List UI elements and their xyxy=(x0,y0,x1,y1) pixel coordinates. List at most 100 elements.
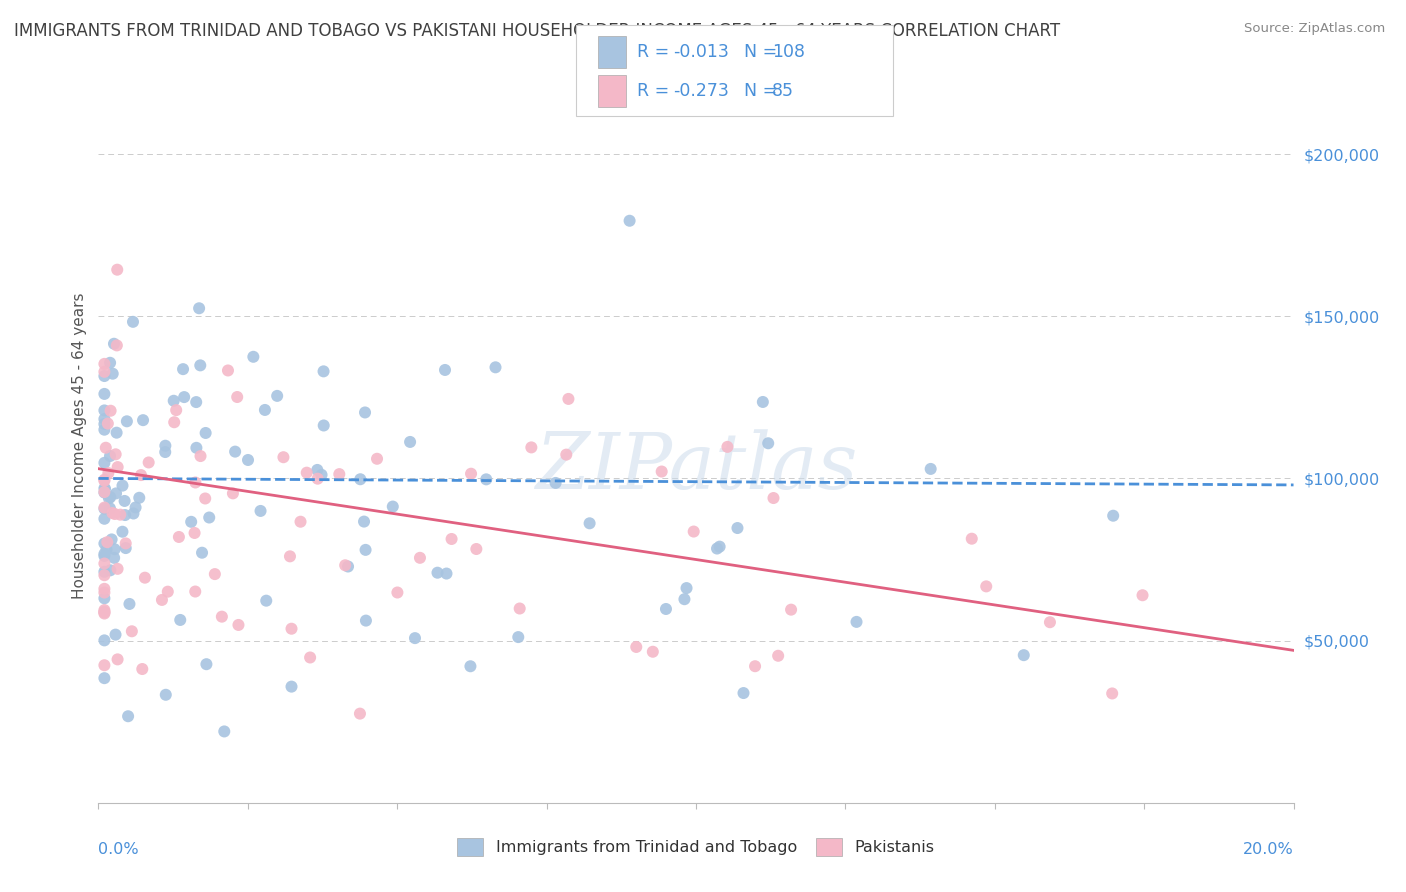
Point xyxy=(727,521,749,535)
Point xyxy=(110,508,132,522)
Point xyxy=(675,581,697,595)
Point xyxy=(93,568,115,582)
Point xyxy=(709,540,731,554)
Point xyxy=(93,603,115,617)
Point xyxy=(172,362,194,376)
Point xyxy=(349,472,371,486)
Point xyxy=(122,507,145,521)
Point xyxy=(105,425,128,440)
Text: N =: N = xyxy=(733,82,782,100)
Point xyxy=(188,301,211,316)
Point xyxy=(156,584,179,599)
Point xyxy=(155,439,177,453)
Point xyxy=(93,482,115,496)
Point xyxy=(93,585,115,599)
Point xyxy=(93,565,115,579)
Point xyxy=(706,541,728,556)
Point xyxy=(93,403,115,417)
Point xyxy=(426,566,449,580)
Point xyxy=(93,485,115,500)
Point xyxy=(278,549,301,564)
Text: -0.273: -0.273 xyxy=(673,82,730,100)
Point xyxy=(93,605,115,619)
Point xyxy=(165,403,187,417)
Point xyxy=(114,494,136,508)
Point xyxy=(129,468,152,483)
Point xyxy=(1039,615,1062,630)
Point xyxy=(163,415,186,429)
Point xyxy=(387,585,409,599)
Point xyxy=(544,475,567,490)
Point xyxy=(555,448,578,462)
Point xyxy=(118,597,141,611)
Point xyxy=(475,472,498,486)
Point xyxy=(307,463,329,477)
Point xyxy=(312,418,335,433)
Point xyxy=(651,465,673,479)
Text: 20.0%: 20.0% xyxy=(1243,842,1294,857)
Point xyxy=(96,542,118,557)
Point xyxy=(436,566,458,581)
Point xyxy=(354,405,377,419)
Point xyxy=(211,609,233,624)
Point xyxy=(508,630,530,644)
Point xyxy=(117,709,139,723)
Point xyxy=(93,412,115,426)
Point xyxy=(101,367,124,381)
Point xyxy=(366,451,388,466)
Point xyxy=(103,550,125,565)
Point xyxy=(98,449,121,463)
Point xyxy=(111,524,134,539)
Text: IMMIGRANTS FROM TRINIDAD AND TOBAGO VS PAKISTANI HOUSEHOLDER INCOME AGES 45 - 64: IMMIGRANTS FROM TRINIDAD AND TOBAGO VS P… xyxy=(14,22,1060,40)
Point xyxy=(93,549,115,563)
Point xyxy=(752,395,775,409)
Point xyxy=(124,500,146,515)
Point xyxy=(404,631,426,645)
Point xyxy=(93,547,115,561)
Point xyxy=(509,601,531,615)
Point xyxy=(105,486,128,500)
Point xyxy=(224,444,246,458)
Point xyxy=(104,447,127,461)
Point xyxy=(155,445,177,459)
Point xyxy=(98,501,121,516)
Point xyxy=(93,557,115,571)
Point xyxy=(254,593,277,607)
Point xyxy=(578,516,600,531)
Point xyxy=(97,417,120,431)
Text: 85: 85 xyxy=(772,82,794,100)
Point xyxy=(93,369,115,384)
Point xyxy=(222,486,245,500)
Point xyxy=(249,504,271,518)
Point xyxy=(307,472,329,486)
Point xyxy=(409,550,432,565)
Point xyxy=(169,613,191,627)
Point xyxy=(105,262,128,277)
Point xyxy=(619,213,641,227)
Point xyxy=(93,536,115,550)
Point xyxy=(744,659,766,673)
Point xyxy=(97,466,120,480)
Point xyxy=(845,615,868,629)
Text: 0.0%: 0.0% xyxy=(98,842,139,857)
Point xyxy=(353,515,375,529)
Point xyxy=(273,450,295,465)
Point xyxy=(465,541,488,556)
Point xyxy=(107,652,129,666)
Point xyxy=(217,363,239,377)
Point xyxy=(354,542,377,557)
Point xyxy=(97,491,120,506)
Point xyxy=(122,315,145,329)
Point xyxy=(974,579,997,593)
Point xyxy=(93,671,115,685)
Point xyxy=(960,532,983,546)
Point xyxy=(107,460,129,475)
Point xyxy=(104,627,127,641)
Point xyxy=(733,686,755,700)
Point xyxy=(280,680,302,694)
Point xyxy=(682,524,704,539)
Point xyxy=(93,607,115,621)
Point xyxy=(762,491,785,505)
Point xyxy=(1101,686,1123,700)
Point xyxy=(93,473,115,487)
